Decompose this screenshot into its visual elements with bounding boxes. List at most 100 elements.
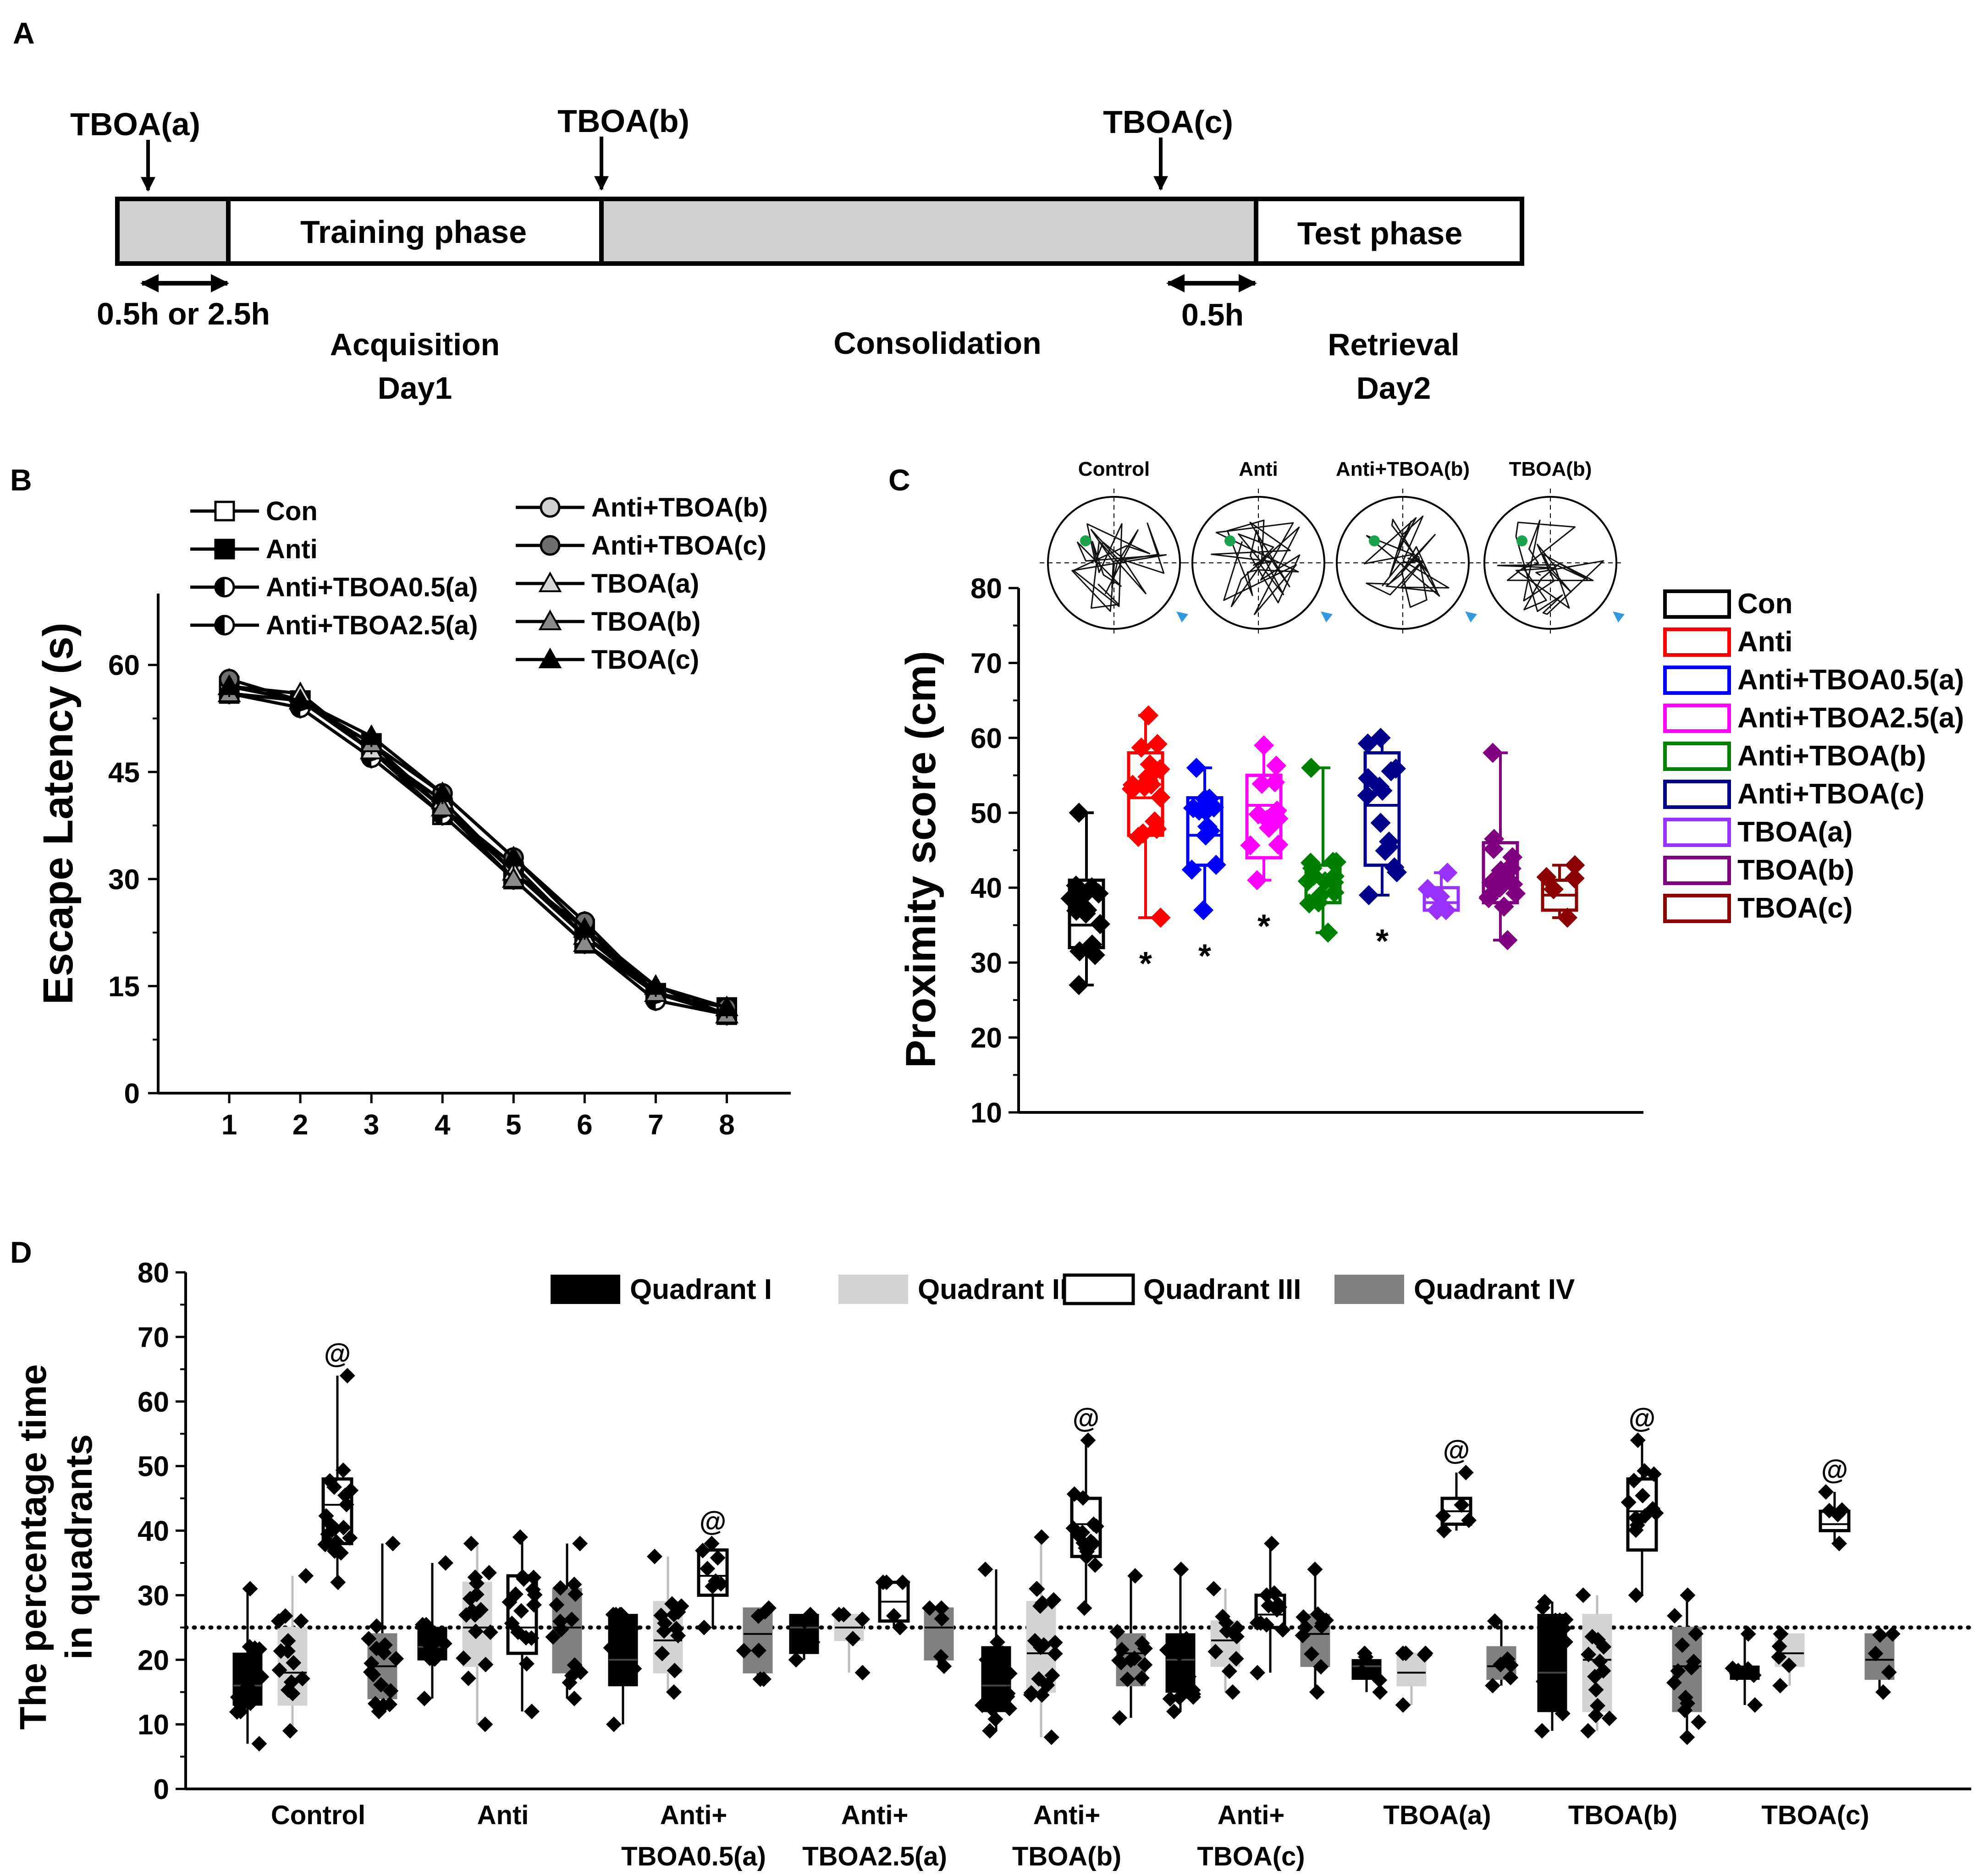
- c-data-point: [1317, 922, 1338, 943]
- stage-day-retrieval: Day2: [1356, 371, 1431, 406]
- d-significance-marker: @: [324, 1338, 351, 1369]
- d-data-point: [1047, 1634, 1063, 1650]
- c-data-point: [1069, 975, 1089, 996]
- c-legend-label: Anti+TBOA0.5(a): [1737, 664, 1964, 696]
- d-y-tick-label: 0: [154, 1774, 169, 1805]
- d-data-point: [1272, 1599, 1288, 1615]
- d-data-point: [1417, 1647, 1433, 1663]
- d-data-point: [978, 1652, 994, 1668]
- d-data-point: [430, 1630, 446, 1646]
- d-y-axis-title-line1: The percentage time: [12, 1364, 54, 1729]
- b-legend-label: TBOA(c): [591, 645, 699, 675]
- d-data-point: [1395, 1645, 1411, 1661]
- d-data-point: [477, 1716, 493, 1733]
- d-data-point: [1834, 1502, 1850, 1518]
- d-data-point: [1159, 1642, 1175, 1658]
- d-data-point: [1771, 1649, 1787, 1665]
- d-data-point: [1162, 1691, 1178, 1707]
- c-legend-label: Con: [1737, 588, 1793, 620]
- c-data-point: [1197, 816, 1218, 837]
- d-data-point: [1621, 1494, 1637, 1510]
- b-series-line: [229, 692, 728, 1017]
- c-legend-swatch: [1663, 856, 1731, 885]
- d-data-point: [1772, 1678, 1788, 1694]
- d-data-point: [1171, 1646, 1187, 1662]
- d-y-tick-label: 40: [138, 1516, 169, 1547]
- c-maze-platform: [1516, 535, 1527, 546]
- b-legend-label: Con: [266, 496, 318, 526]
- c-data-point: [1247, 870, 1268, 891]
- b-y-tick-label: 15: [108, 971, 140, 1002]
- d-data-point: [933, 1600, 949, 1616]
- d-data-point: [1680, 1587, 1696, 1603]
- d-data-point: [1645, 1501, 1661, 1517]
- d-data-point: [373, 1677, 389, 1693]
- c-legend-swatch: [1663, 666, 1731, 695]
- d-data-point: [460, 1670, 476, 1686]
- d-data-point: [383, 1683, 399, 1699]
- b-y-tick-label: 0: [124, 1078, 140, 1110]
- c-data-point: [1251, 774, 1272, 794]
- d-data-point: [1635, 1488, 1651, 1504]
- d-data-point: [1002, 1666, 1018, 1682]
- d-data-point: [1206, 1581, 1222, 1597]
- d-data-point: [934, 1611, 950, 1627]
- c-data-point: [1496, 869, 1517, 890]
- d-group-4: @ Anti+ TBOA(b): [974, 1403, 1153, 1871]
- b-point: [502, 846, 525, 867]
- d-data-point: [1173, 1562, 1189, 1578]
- d-data-point: [1275, 1622, 1291, 1638]
- d-data-point: [894, 1574, 910, 1590]
- d-data-point: [524, 1703, 540, 1719]
- d-data-point: [286, 1655, 302, 1671]
- d-data-point: [385, 1535, 401, 1551]
- d-data-point: [795, 1629, 811, 1645]
- c-box-group-2: *: [1181, 758, 1226, 975]
- c-y-tick-label: 80: [970, 573, 1002, 605]
- d-significance-marker: @: [700, 1506, 727, 1537]
- d-legend: Quadrant I Quadrant II Quadrant III Quadran…: [551, 1273, 1575, 1305]
- c-data-point: [1268, 834, 1289, 855]
- d-data-point: [626, 1661, 642, 1677]
- c-y-tick-label: 40: [970, 873, 1002, 904]
- c-data-point: [1565, 855, 1585, 875]
- c-legend-label: TBOA(a): [1737, 816, 1852, 848]
- d-data-point: [338, 1496, 354, 1513]
- panel-label-b: B: [10, 463, 32, 497]
- c-data-point: [1536, 867, 1557, 887]
- c-legend-swatch: [1663, 742, 1731, 771]
- c-data-point: [1259, 818, 1279, 838]
- b-x-tick-label: 2: [292, 1109, 308, 1141]
- d-data-point: [339, 1368, 355, 1384]
- d-data-point: [1111, 1652, 1127, 1668]
- c-legend-swatch: [1663, 704, 1731, 733]
- c-data-point: [1505, 883, 1526, 904]
- d-data-point: [1596, 1639, 1612, 1655]
- d-data-point: [1868, 1645, 1884, 1661]
- d-data-point: [270, 1613, 287, 1629]
- d-plot-area: 0 10 20 30 40 50 60 70 80 @ Control Anti @ Anti+ TBOA0…: [138, 1257, 1973, 1871]
- c-data-point: [1357, 733, 1378, 754]
- c-maze-swim-path: [1497, 519, 1604, 615]
- b-point: [573, 931, 596, 952]
- d-data-point: [1831, 1535, 1847, 1551]
- d-data-point: [1535, 1600, 1551, 1616]
- d-data-point: [854, 1611, 871, 1627]
- d-data-point: [646, 1548, 662, 1564]
- d-data-point: [552, 1580, 568, 1596]
- d-data-point: [1881, 1664, 1897, 1680]
- d-data-point: [1031, 1671, 1047, 1687]
- c-y-tick-label: 30: [970, 947, 1002, 979]
- d-data-point: [1395, 1697, 1411, 1713]
- d-significance-marker: @: [1629, 1403, 1656, 1433]
- b-legend-marker: [538, 609, 562, 630]
- d-data-point: [526, 1597, 542, 1613]
- b-point: [217, 674, 241, 695]
- c-data-point: [1417, 879, 1438, 899]
- d-data-point: [271, 1662, 287, 1678]
- d-data-point: [977, 1562, 993, 1578]
- b-legend-marker: [214, 501, 235, 522]
- d-data-point: [1228, 1650, 1244, 1667]
- c-maze-1: Anti: [1184, 458, 1333, 637]
